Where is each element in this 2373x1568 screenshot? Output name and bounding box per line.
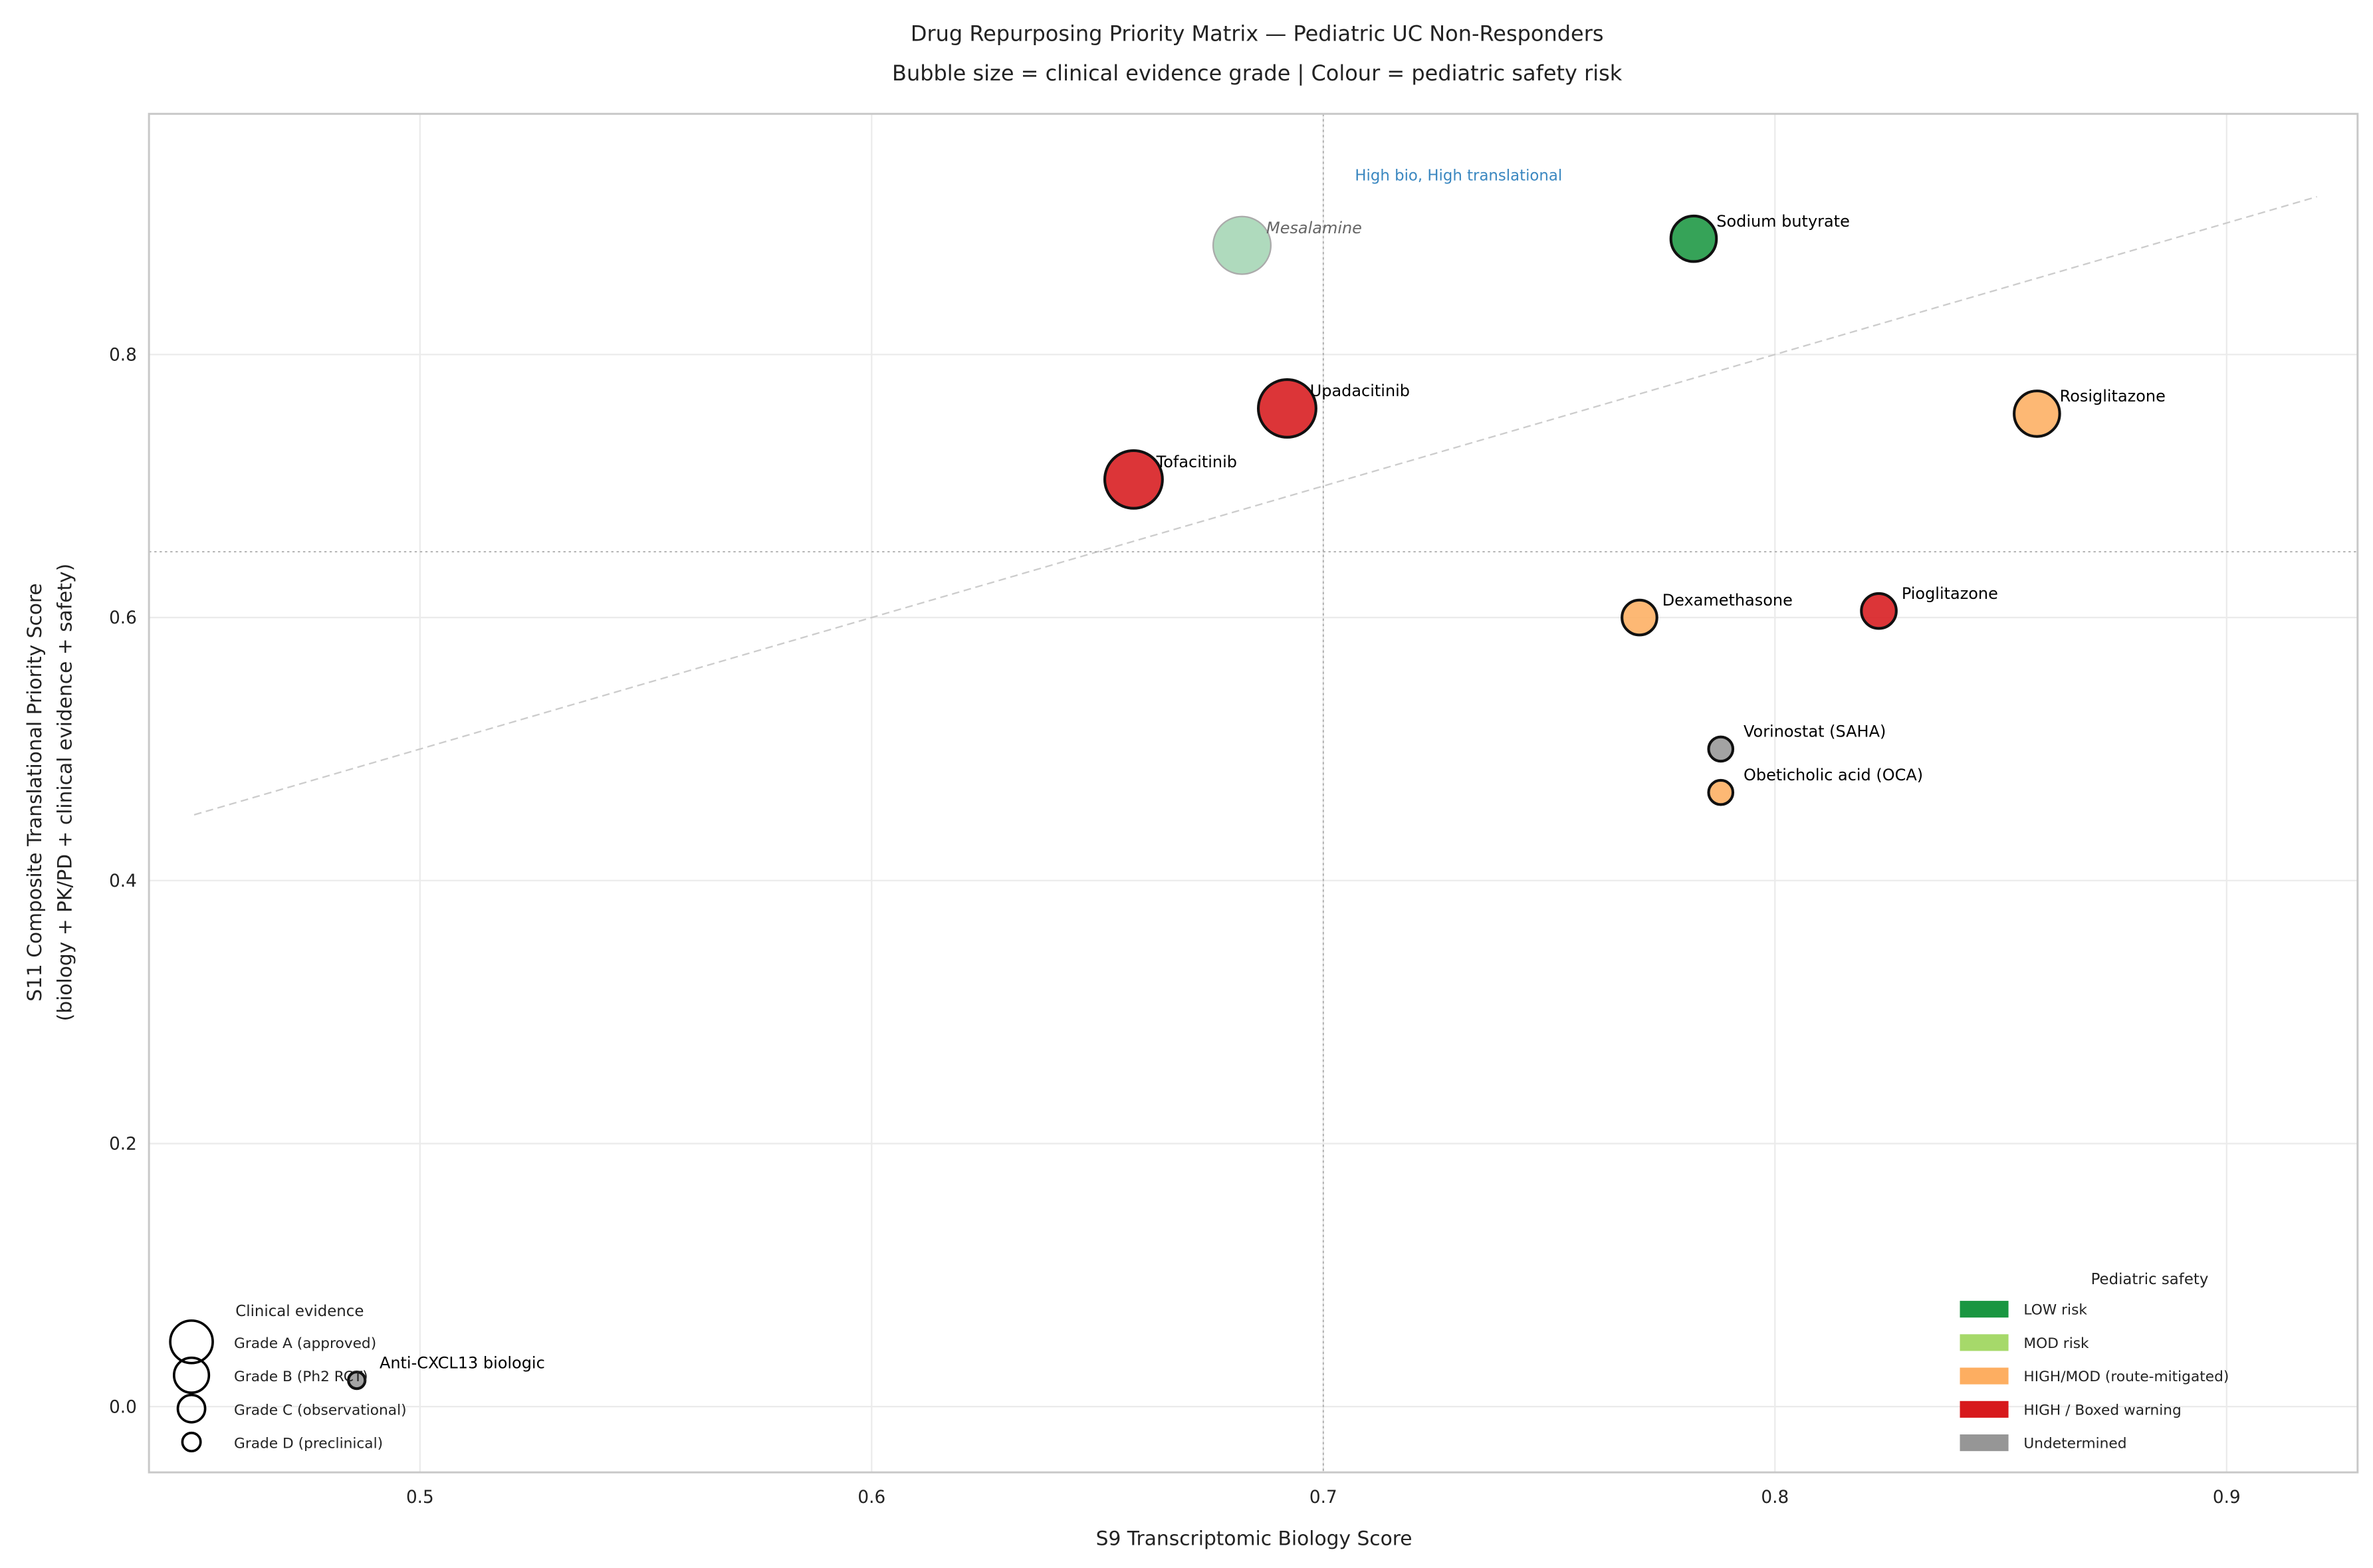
size-legend-marker xyxy=(172,1356,211,1395)
bubble xyxy=(1256,378,1317,439)
bubble xyxy=(2013,390,2061,438)
bubble-label: Vorinostat (SAHA) xyxy=(1744,723,1886,741)
y-tick-label: 0.8 xyxy=(109,345,137,365)
y-tick-label: 0.4 xyxy=(109,871,137,891)
size-legend-label: Grade B (Ph2 RCT) xyxy=(234,1369,368,1385)
bubble-label: Sodium butyrate xyxy=(1716,212,1850,231)
diagonal-reference-line xyxy=(193,195,2317,816)
x-tick-label: 0.8 xyxy=(1761,1488,1789,1508)
color-legend-label: HIGH/MOD (route-mitigated) xyxy=(2023,1369,2229,1385)
color-legend-label: Undetermined xyxy=(2023,1436,2126,1452)
size-legend-label: Grade A (approved) xyxy=(234,1335,376,1352)
bubble-label: Tofacitinib xyxy=(1156,453,1237,471)
color-legend-swatch xyxy=(1960,1400,2009,1418)
bubble xyxy=(1212,215,1272,275)
y-tick-label: 0.2 xyxy=(109,1135,137,1155)
color-legend-label: MOD risk xyxy=(2023,1335,2089,1352)
x-tick-label: 0.9 xyxy=(2213,1488,2241,1508)
color-legend-swatch xyxy=(1960,1434,2009,1452)
x-tick-label: 0.5 xyxy=(406,1488,434,1508)
x-tick-label: 0.7 xyxy=(1309,1488,1337,1508)
bubble-label: Pioglitazone xyxy=(1902,584,1998,603)
bubble xyxy=(347,1371,367,1391)
size-legend-title: Clinical evidence xyxy=(235,1303,364,1320)
color-legend-label: LOW risk xyxy=(2023,1302,2087,1319)
bubble-label: Obeticholic acid (OCA) xyxy=(1744,766,1923,784)
bubble-label: Rosiglitazone xyxy=(2060,387,2166,405)
color-legend-swatch xyxy=(1960,1367,2009,1385)
size-legend: Clinical evidence Grade A (approved) Grade… xyxy=(169,1303,407,1452)
bubble xyxy=(1707,735,1735,763)
bubble xyxy=(1621,598,1658,637)
tick-labels: 0.5 0.6 0.7 0.8 0.9 0.0 0.2 0.4 0.6 0.8 xyxy=(109,345,2241,1507)
size-legend-marker xyxy=(169,1319,214,1365)
size-legend-label: Grade D (preclinical) xyxy=(234,1436,383,1452)
bubble-label: Dexamethasone xyxy=(1662,591,1793,610)
plot-frame xyxy=(148,112,2359,1474)
color-legend-swatch xyxy=(1960,1301,2009,1318)
reference-lines xyxy=(149,114,2358,1473)
y-axis-label-line1: S11 Composite Translational Priority Sco… xyxy=(23,583,46,1001)
color-legend-title: Pediatric safety xyxy=(2091,1271,2209,1288)
chart-title: Drug Repurposing Priority Matrix — Pedia… xyxy=(911,21,1604,47)
bubble xyxy=(1707,778,1735,806)
color-legend-swatch xyxy=(1960,1334,2009,1351)
grid xyxy=(149,114,2358,1473)
y-tick-label: 0.6 xyxy=(109,608,137,628)
y-axis-label-line2: (biology + PK/PD + clinical evidence + s… xyxy=(53,564,76,1022)
bubble-label: Upadacitinib xyxy=(1310,382,1410,400)
color-legend-label: HIGH / Boxed warning xyxy=(2023,1402,2181,1418)
size-legend-marker xyxy=(176,1393,207,1424)
x-axis-label: S9 Transcriptomic Biology Score xyxy=(1096,1527,1412,1550)
data-points: Mesalamine Sodium butyrate Upadacitinib Tof… xyxy=(347,212,2166,1391)
bubble xyxy=(1860,592,1898,630)
bubble xyxy=(1669,214,1718,263)
chart-subtitle: Bubble size = clinical evidence grade | … xyxy=(892,60,1623,86)
bubble-label: Mesalamine xyxy=(1266,219,1362,237)
bubble xyxy=(1103,449,1164,510)
x-tick-label: 0.6 xyxy=(857,1488,885,1508)
bubble-label: Anti-CXCL13 biologic xyxy=(380,1353,545,1372)
quadrant-annotation: High bio, High translational xyxy=(1355,167,1562,184)
y-tick-label: 0.0 xyxy=(109,1397,137,1417)
size-legend-marker xyxy=(181,1431,202,1452)
size-legend-label: Grade C (observational) xyxy=(234,1402,407,1418)
